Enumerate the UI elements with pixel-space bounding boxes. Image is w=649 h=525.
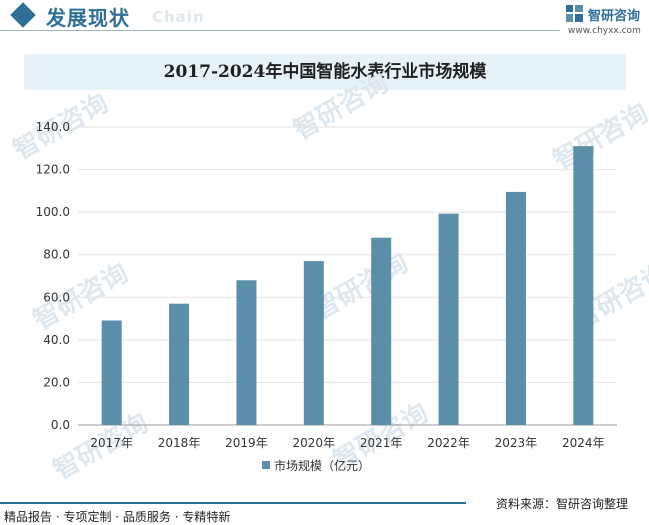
y-tick-label: 100.0 [36, 205, 70, 219]
x-tick-label: 2019年 [225, 436, 268, 450]
chart-title-band: 2017-2024年中国智能水表行业市场规模 [24, 54, 626, 90]
y-axis-ticks: 0.0 20.0 40.0 60.0 80.0 100.0 120.0 140.0 [36, 120, 70, 432]
footer-tagline: 精品报告 · 专项定制 · 品质服务 · 专精特新 [4, 510, 231, 524]
y-tick-label: 40.0 [43, 333, 70, 347]
brand-mark-icon [566, 5, 583, 22]
legend-swatch [262, 461, 270, 469]
x-axis-ticks: 2017年 2018年 2019年 2020年 2021年 2022年 2023年 2024年 [90, 436, 604, 450]
section-title: 发展现状 [46, 6, 130, 30]
bar [101, 320, 122, 425]
y-tick-label: 0.0 [51, 418, 70, 432]
bar-series [101, 146, 594, 425]
x-tick-label: 2017年 [90, 436, 133, 450]
legend-label: 市场规模（亿元） [274, 458, 370, 473]
chart-title: 2017-2024年中国智能水表行业市场规模 [163, 62, 487, 82]
x-tick-label: 2022年 [427, 436, 470, 450]
bar [303, 261, 324, 425]
grid-lines [78, 126, 617, 426]
bar [438, 213, 459, 425]
footer-source: 资料来源：智研咨询整理 [496, 497, 629, 511]
bar [371, 237, 392, 425]
y-tick-label: 60.0 [43, 290, 70, 304]
x-tick-label: 2020年 [293, 436, 336, 450]
x-tick-label: 2018年 [158, 436, 201, 450]
header-divider [0, 30, 560, 31]
bar [573, 146, 594, 425]
brand-url: www.chyxx.com [568, 26, 641, 36]
bar [236, 280, 257, 425]
chart-legend: 市场规模（亿元） [262, 458, 370, 473]
y-tick-label: 140.0 [36, 120, 70, 134]
x-tick-label: 2023年 [495, 436, 538, 450]
brand-name: 智研咨询 [588, 9, 641, 24]
y-tick-label: 80.0 [43, 248, 70, 262]
page-header: 发展现状 Chain [0, 0, 649, 40]
watermark-text: 智研咨询 [308, 247, 414, 326]
section-subtitle: Chain [152, 8, 205, 26]
x-tick-label: 2024年 [562, 436, 605, 450]
watermark-text: 智研咨询 [548, 97, 649, 176]
x-tick-label: 2021年 [360, 436, 403, 450]
bar [169, 303, 190, 425]
footer-divider [0, 502, 466, 504]
bar [505, 191, 526, 425]
brand-logo: 智研咨询 www.chyxx.com [566, 4, 646, 38]
watermark-text: 智研咨询 [288, 67, 394, 146]
y-tick-label: 120.0 [36, 163, 70, 177]
y-tick-label: 20.0 [43, 375, 70, 389]
